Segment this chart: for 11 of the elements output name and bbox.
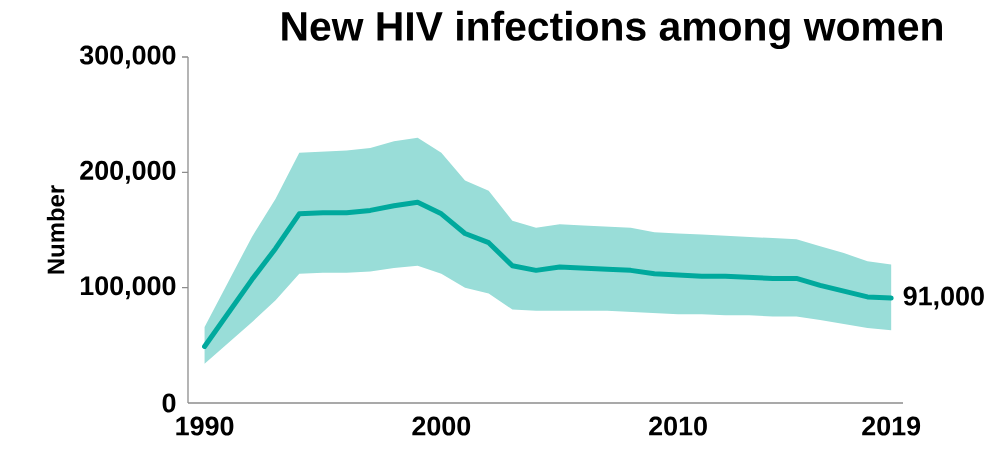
- y-tick-label: 100,000: [80, 276, 176, 300]
- y-tick-label: 200,000: [80, 160, 176, 184]
- y-tick-label: 300,000: [79, 45, 176, 69]
- y-axis-title: Number: [46, 185, 65, 274]
- chart-title: New HIV infections among women: [282, 10, 942, 50]
- x-tick-label: 2000: [412, 416, 471, 436]
- x-tick-label: 2010: [649, 416, 707, 436]
- y-tick-label: 0: [162, 393, 176, 413]
- x-tick-label: 1990: [176, 416, 234, 436]
- annotation: 91,000: [903, 286, 984, 310]
- x-tick-label: 2019: [862, 416, 921, 436]
